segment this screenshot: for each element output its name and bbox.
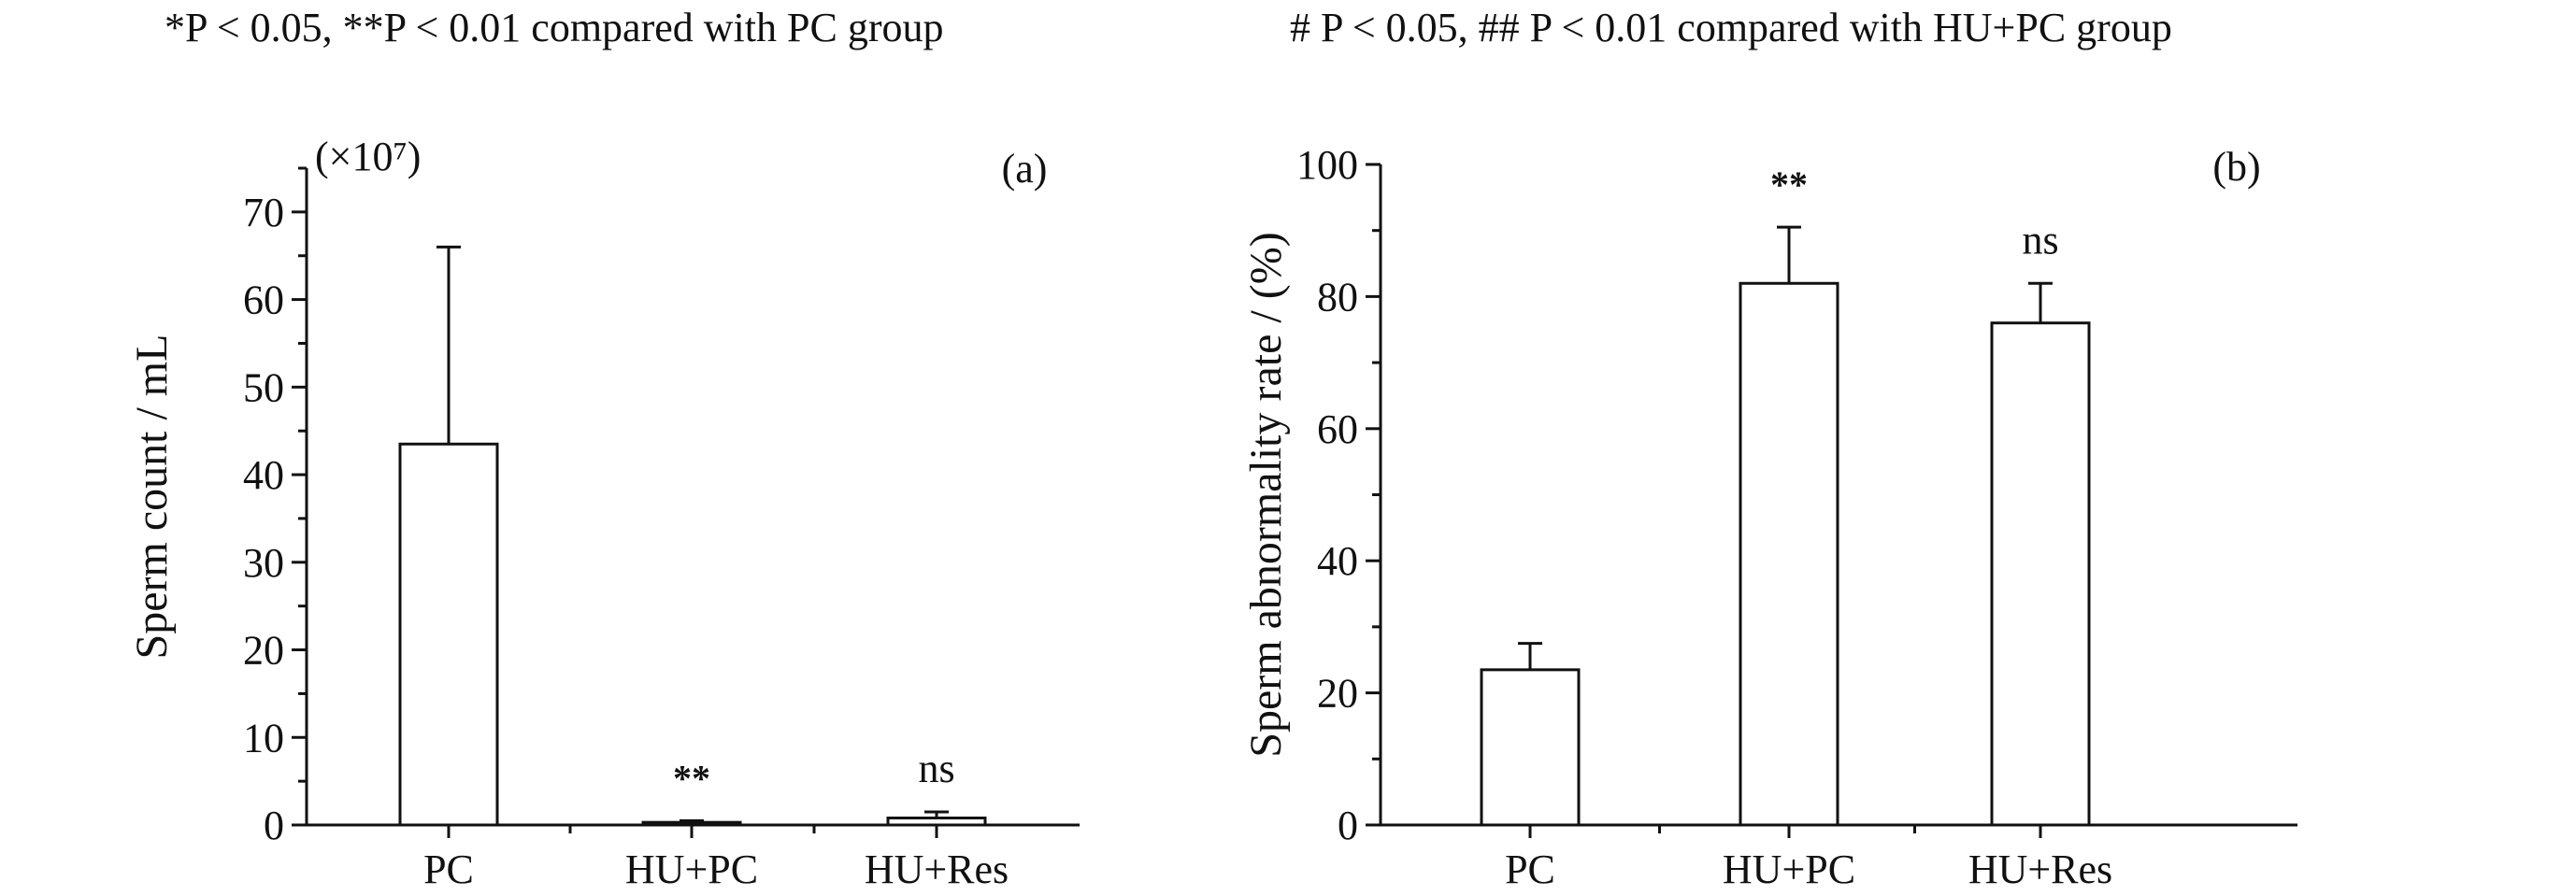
chart-a-significance-label: **: [673, 757, 710, 799]
chart-a-y-tick-label: 60: [243, 277, 284, 323]
chart-b-y-tick-label: 60: [1317, 406, 1358, 452]
chart-b-bar: [1990, 321, 2091, 827]
chart-a-x-tick-label: PC: [423, 846, 474, 892]
significance-note-left: *P < 0.05, **P < 0.01 compared with PC g…: [165, 5, 944, 50]
chart-b-x-tick-label: HU+Res: [1968, 846, 2112, 892]
chart-b-panel-label: (b): [2212, 144, 2260, 190]
chart-b-y-axis-label: Sperm abnormality rate / (%): [1241, 232, 1291, 757]
chart-b-significance-label: **: [1770, 164, 1808, 206]
chart-a-x-tick-label: HU+PC: [625, 846, 758, 892]
chart-b-y-tick-label: 80: [1317, 274, 1358, 320]
chart-a-y-tick-label: 50: [243, 364, 284, 410]
significance-note-right: # P < 0.05, ## P < 0.01 compared with HU…: [1290, 5, 2172, 50]
chart-b-significance-label: ns: [2022, 217, 2058, 263]
chart-a-y-axis-label: Sperm count / mL: [127, 334, 177, 660]
chart-a-bar: [886, 817, 987, 827]
chart-a-panel-label: (a): [1002, 146, 1048, 192]
chart-a-significance-label: ns: [918, 746, 954, 791]
chart-a-y-tick-label: 40: [243, 452, 284, 498]
chart-a-y-tick-label: 20: [243, 628, 284, 674]
chart-b-y-tick-label: 0: [1338, 803, 1358, 848]
chart-a-y-tick-label: 0: [264, 803, 284, 848]
chart-a-bar: [641, 820, 742, 827]
chart-b-bar: [1739, 281, 1839, 827]
chart-b-x-tick-label: PC: [1505, 846, 1555, 892]
chart-b-y-tick-label: 20: [1317, 671, 1358, 717]
chart-a-y-tick-label: 70: [243, 190, 284, 235]
chart-b-y-tick-label: 100: [1296, 142, 1358, 188]
chart-a-bar: [398, 442, 499, 827]
chart-b-x-tick-label: HU+PC: [1723, 846, 1855, 892]
chart-a-y-tick-label: 30: [243, 540, 284, 586]
chart-a-y-tick-label: 10: [243, 715, 284, 761]
chart-a-x-tick-label: HU+Res: [865, 846, 1009, 892]
chart-a-y-multiplier: (×10⁷): [315, 134, 421, 179]
chart-b-y-tick-label: 40: [1317, 538, 1358, 584]
chart-b-bar: [1480, 668, 1581, 827]
